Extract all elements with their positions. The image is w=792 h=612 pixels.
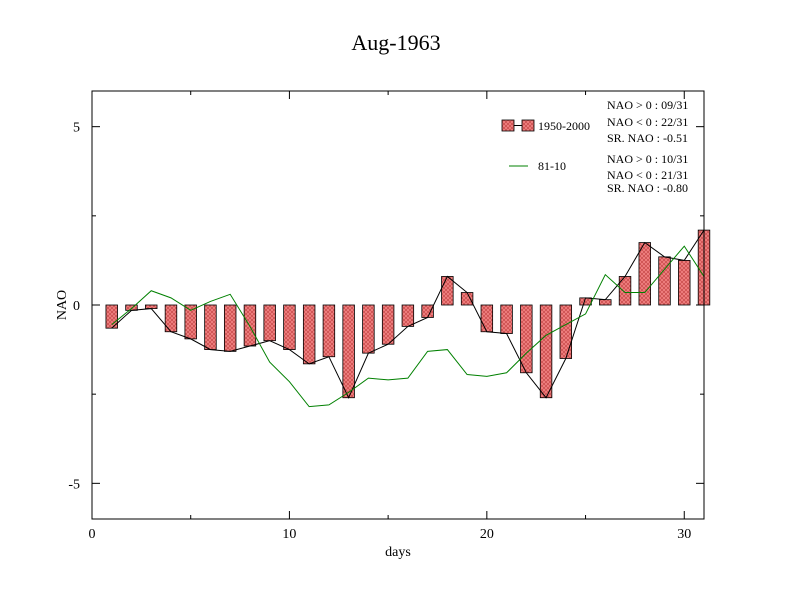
bar-day-23 [539,304,553,399]
y-tick-label-0: 0 [73,299,80,314]
bar-day-22 [520,304,533,374]
bar-day-28 [638,242,651,306]
x-tick-label-20: 20 [480,527,494,542]
bar-day-14 [362,304,375,354]
bar-day-11 [302,304,316,365]
stats-81-10-negative: NAO < 0 : 21/31 [607,168,688,182]
stats-1950-2000-negative: NAO < 0 : 22/31 [607,115,688,129]
stats-81-10-positive: NAO > 0 : 10/31 [607,152,688,166]
bar-day-30 [678,260,691,306]
series-line-81-10 [111,245,705,408]
legend: 1950-2000 81-10 [501,119,590,173]
legend-swatch-bar-2 [521,119,535,132]
y-tick-label--5: -5 [68,477,80,492]
x-axis: 0 10 20 30 [89,91,691,542]
bar-day-16 [401,304,415,327]
bar-day-9 [263,304,276,342]
bar-day-7 [223,304,237,352]
stats-block: NAO > 0 : 09/31 NAO < 0 : 22/31 SR. NAO … [607,98,688,195]
bar-day-17 [421,304,434,318]
plot-content [105,229,711,408]
bar-day-18 [441,276,454,306]
bar-day-6 [204,304,217,350]
stats-1950-2000-sr: SR. NAO : -0.51 [607,131,688,145]
bar-day-24 [559,304,573,359]
bar-day-19 [460,292,474,306]
x-axis-label: days [385,545,411,560]
stats-81-10-sr: SR. NAO : -0.80 [607,181,688,195]
stats-1950-2000-positive: NAO > 0 : 09/31 [607,98,688,112]
legend-swatch-bar-1 [501,119,515,132]
bar-day-12 [322,304,336,358]
y-tick-label-5: 5 [73,121,80,136]
y-axis-label: NAO [55,290,70,320]
bar-day-13 [342,304,355,399]
x-tick-label-10: 10 [282,527,296,542]
bar-day-3 [145,304,158,309]
series-line-1950-2000 [111,229,705,399]
bar-day-15 [381,304,395,345]
bar-day-26 [599,299,612,306]
x-tick-label-0: 0 [89,527,96,542]
legend-label-81-10: 81-10 [538,159,566,173]
legend-label-1950-2000: 1950-2000 [538,119,590,133]
y-axis: -5 0 5 [68,121,704,492]
chart-title: Aug-1963 [351,30,440,55]
bar-day-20 [480,304,494,333]
bar-day-10 [283,304,296,350]
x-tick-label-30: 30 [677,527,691,542]
bar-day-21 [500,304,513,334]
